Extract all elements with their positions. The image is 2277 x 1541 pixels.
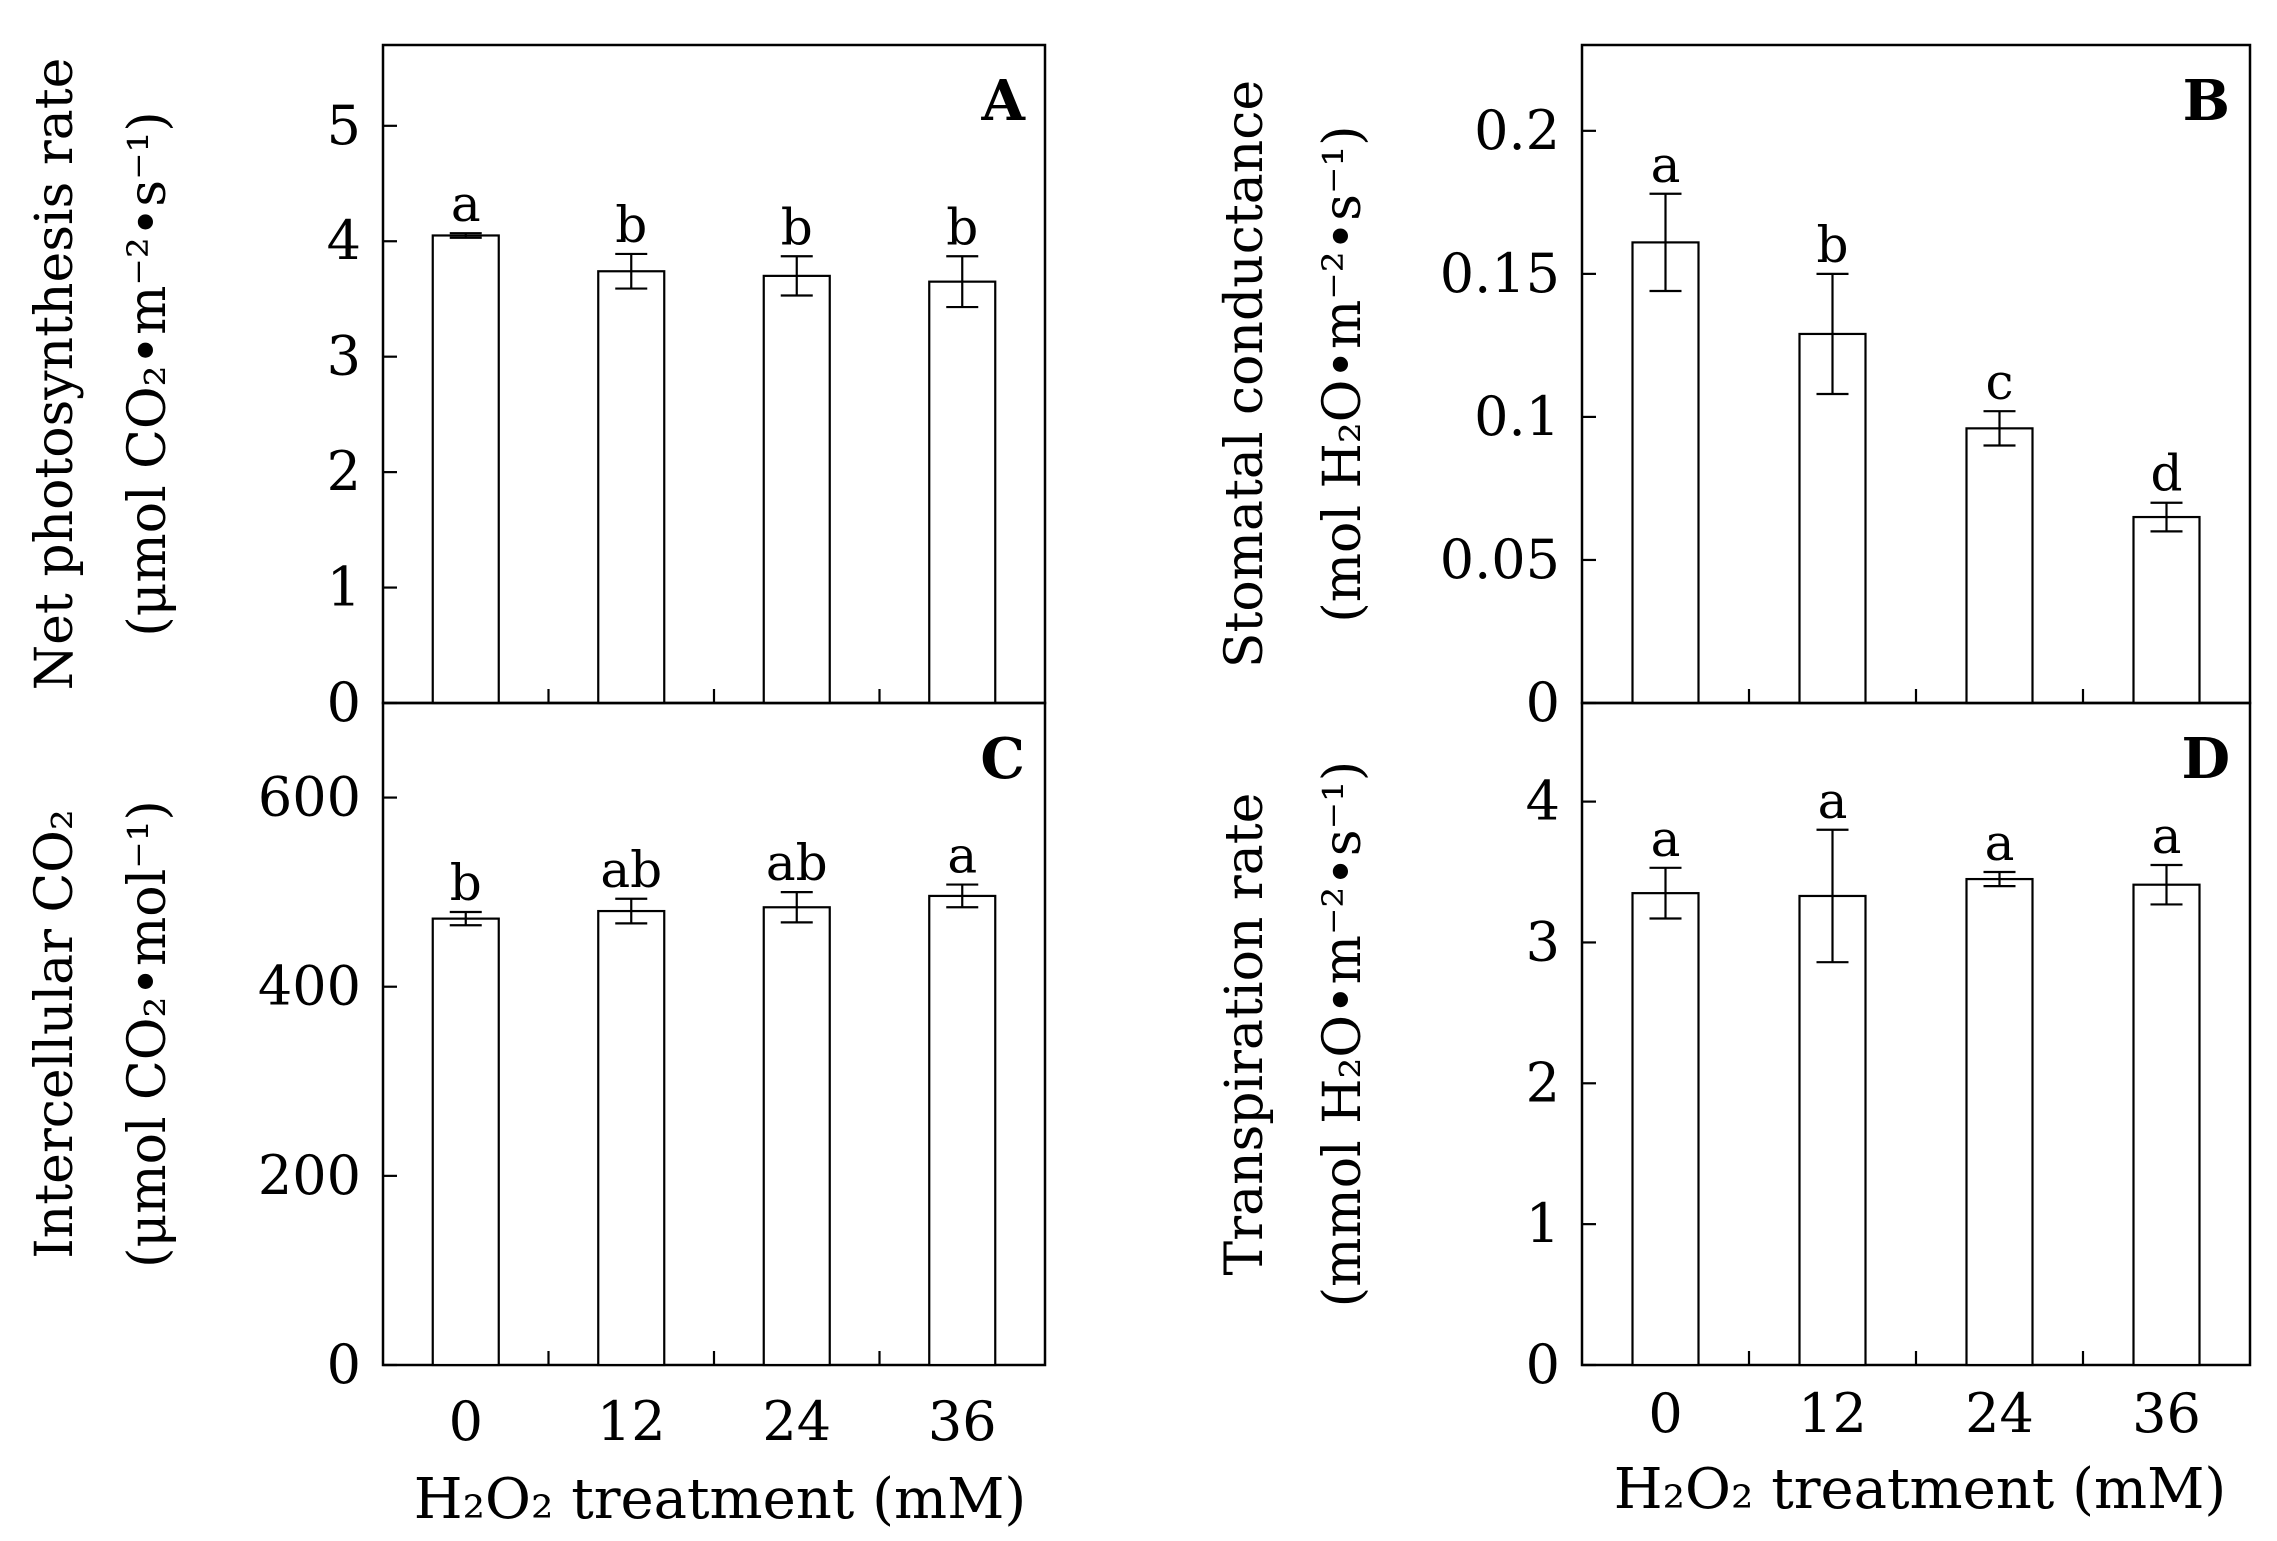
significance-letter-d-3: a [2152, 807, 2182, 865]
y-tick-label-c-1: 200 [258, 1144, 361, 1207]
y-tick-label-a-5: 5 [327, 94, 361, 157]
y-tick-label-d-2: 2 [1526, 1051, 1560, 1114]
x-tick-label-d-0: 0 [1648, 1382, 1682, 1445]
panel-label-a: A [981, 68, 1027, 134]
bar-d-12 [1798, 894, 1867, 1367]
y-tick-label-a-2: 2 [327, 440, 361, 503]
bar-d-0 [1631, 892, 1700, 1367]
y-tick-label-b-4: 0.2 [1474, 99, 1560, 162]
significance-letter-c-0: b [450, 854, 482, 912]
panel-a: 0 1 2 3 4 5 a b b b A Net photosynthesis rate (μmol … [25, 43, 1047, 734]
y-tick-label-b-0: 0 [1526, 671, 1560, 734]
bar-b-36 [2132, 515, 2201, 705]
significance-letter-b-0: a [1651, 136, 1681, 194]
bar-a-36 [928, 280, 997, 705]
y-tick-label-a-3: 3 [327, 325, 361, 388]
panel-b: 0 0.05 0.1 0.15 0.2 a b c d B Stomatal conductance… [1215, 43, 2252, 734]
bar-c-12 [597, 909, 666, 1367]
bar-a-24 [762, 274, 831, 705]
y-axis-unit-b: (mol H₂O•m⁻²•s⁻¹) [1313, 125, 1373, 622]
significance-letter-c-3: a [947, 827, 977, 885]
y-axis-title-d: Transpiration rate [1215, 793, 1275, 1276]
bar-a-0 [431, 234, 500, 705]
x-tick-label-c-0: 0 [449, 1390, 483, 1453]
bar-b-0 [1631, 241, 1700, 705]
significance-letter-b-2: c [1985, 353, 2013, 411]
significance-letter-b-1: b [1816, 216, 1848, 274]
x-axis-title-right: H₂O₂ treatment (mM) [1614, 1457, 2227, 1522]
significance-letter-a-1: b [615, 196, 647, 254]
y-tick-label-d-4: 4 [1526, 770, 1560, 833]
y-tick-label-a-4: 4 [327, 209, 361, 272]
x-tick-label-d-3: 36 [2132, 1382, 2201, 1445]
y-axis-unit-a: (μmol CO₂•m⁻²•s⁻¹) [118, 111, 178, 636]
x-tick-label-c-1: 12 [597, 1390, 666, 1453]
y-axis-unit-d: (mmol H₂O•m⁻²•s⁻¹) [1313, 761, 1373, 1307]
y-tick-label-d-0: 0 [1526, 1333, 1560, 1396]
significance-letter-c-1: ab [600, 841, 662, 899]
y-tick-label-a-1: 1 [327, 556, 361, 619]
y-tick-label-d-3: 3 [1526, 910, 1560, 973]
bar-c-24 [762, 906, 831, 1367]
y-tick-label-b-2: 0.1 [1474, 385, 1560, 448]
panel-label-d: D [2181, 726, 2230, 792]
y-axis-title-c: Intercellular CO₂ [25, 809, 85, 1259]
y-tick-label-d-1: 1 [1526, 1192, 1560, 1255]
significance-letter-a-0: a [451, 175, 481, 233]
y-tick-label-c-0: 0 [327, 1333, 361, 1396]
y-tick-label-b-1: 0.05 [1440, 528, 1560, 591]
y-tick-label-c-3: 600 [258, 766, 361, 829]
y-axis-unit-c: (μmol CO₂•mol⁻¹) [118, 800, 178, 1268]
y-tick-label-b-3: 0.15 [1440, 242, 1560, 305]
bar-c-36 [928, 894, 997, 1367]
significance-letter-d-1: a [1818, 772, 1848, 830]
x-tick-label-c-3: 36 [928, 1390, 997, 1453]
x-tick-label-d-2: 24 [1965, 1382, 2034, 1445]
panel-label-c: C [980, 726, 1025, 792]
bar-d-24 [1965, 877, 2034, 1367]
significance-letter-c-2: ab [766, 834, 828, 892]
significance-letter-b-3: d [2150, 445, 2182, 503]
x-tick-label-c-2: 24 [762, 1390, 831, 1453]
x-axis-title-left: H₂O₂ treatment (mM) [414, 1467, 1027, 1532]
bar-d-36 [2132, 883, 2201, 1367]
y-axis-title-a: Net photosynthesis rate [25, 58, 85, 691]
y-axis-title-b: Stomatal conductance [1215, 80, 1275, 668]
panel-label-b: B [2183, 68, 2230, 134]
bar-c-0 [431, 917, 500, 1367]
y-tick-label-a-0: 0 [327, 671, 361, 734]
significance-letter-a-2: b [781, 198, 813, 256]
significance-letter-a-3: b [946, 198, 978, 256]
bar-a-12 [597, 270, 666, 705]
significance-letter-d-2: a [1985, 814, 2015, 872]
bar-b-24 [1965, 427, 2034, 705]
y-tick-label-c-2: 400 [258, 955, 361, 1018]
panel-c: 0 200 400 600 b 0 ab 12 ab 24 a 36 C Intercellular CO… [25, 701, 1047, 1453]
significance-letter-d-0: a [1651, 810, 1681, 868]
x-tick-label-d-1: 12 [1798, 1382, 1867, 1445]
